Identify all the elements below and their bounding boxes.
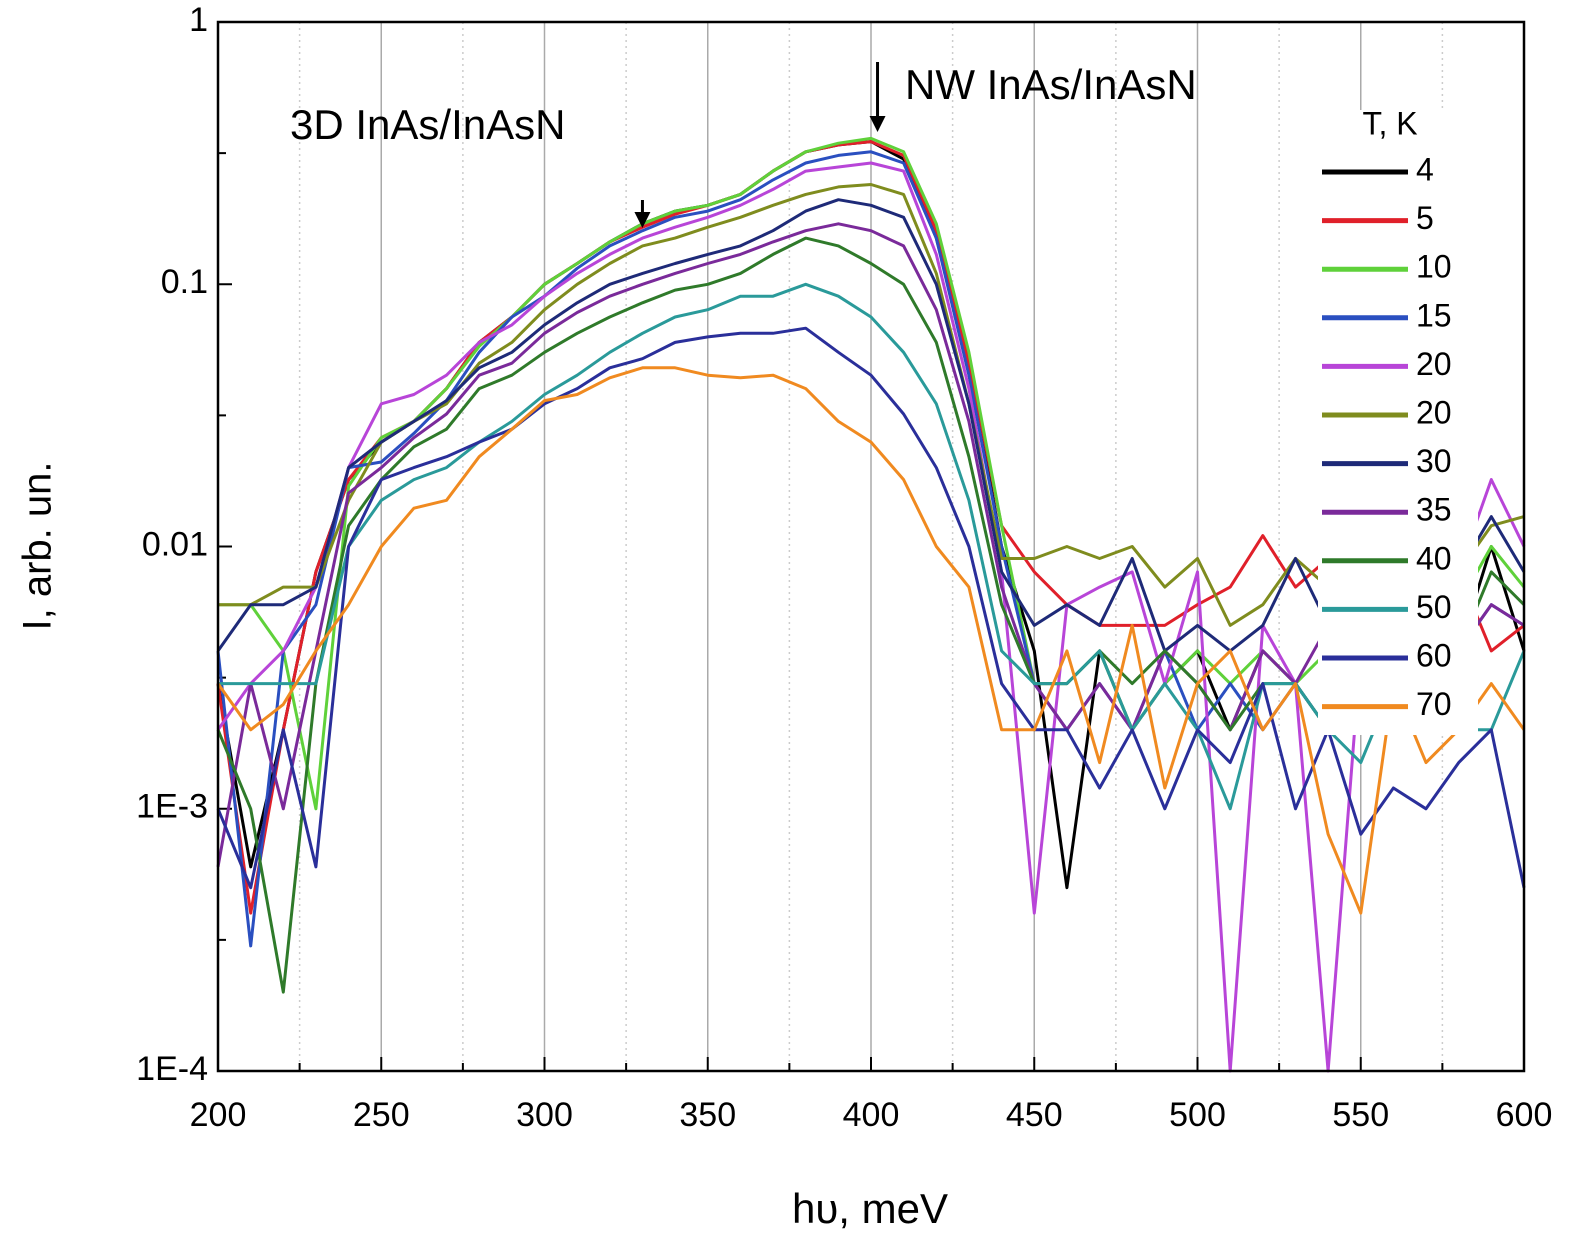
y-tick-label: 1E-3 [136, 788, 208, 826]
legend-label: 60 [1416, 637, 1452, 673]
arrow-head [869, 116, 886, 132]
legend-label: 50 [1416, 589, 1452, 625]
x-tick-label: 550 [1332, 1096, 1389, 1134]
legend-label: 40 [1416, 540, 1452, 576]
legend-label: 15 [1416, 297, 1452, 333]
x-tick-label: 600 [1496, 1096, 1553, 1134]
x-axis-label: hυ, meV [792, 1185, 948, 1232]
annotation: 3D InAs/InAsN [290, 101, 565, 148]
arrow-head [634, 212, 651, 228]
legend-label: 70 [1416, 686, 1452, 722]
legend-label: 30 [1416, 443, 1452, 479]
plot-frame [216, 20, 1526, 1073]
legend-label: 4 [1416, 151, 1434, 187]
legend-label: 35 [1416, 492, 1452, 528]
x-tick-label: 200 [190, 1096, 247, 1134]
series-line [216, 326, 1526, 890]
series-line [218, 136, 1526, 811]
legend-title: T, K [1362, 105, 1417, 141]
y-tick-label: 0.1 [161, 263, 208, 301]
series-line [218, 282, 1526, 811]
series-line [216, 198, 1526, 653]
legend-box [1318, 110, 1478, 735]
series-line [216, 366, 1526, 915]
series-line [218, 183, 1525, 627]
legend-label: 5 [1416, 200, 1434, 236]
series-line [216, 222, 1525, 868]
x-tick-label: 300 [516, 1096, 573, 1134]
x-tick-label: 450 [1006, 1096, 1063, 1134]
x-tick-label: 350 [679, 1096, 736, 1134]
x-tick-label: 250 [353, 1096, 410, 1134]
y-tick-label: 1 [189, 1, 208, 39]
y-tick-label: 1E-4 [136, 1050, 208, 1088]
x-tick-label: 500 [1169, 1096, 1226, 1134]
legend-label: 20 [1416, 346, 1452, 382]
x-tick-label: 400 [843, 1096, 900, 1134]
series-line [216, 161, 1526, 1073]
legend-label: 10 [1416, 249, 1452, 285]
annotation: NW InAs/InAsN [905, 61, 1197, 108]
y-tick-label: 0.01 [142, 525, 208, 563]
y-axis-label: I, arb. un. [16, 462, 60, 631]
legend-label: 20 [1416, 394, 1452, 430]
